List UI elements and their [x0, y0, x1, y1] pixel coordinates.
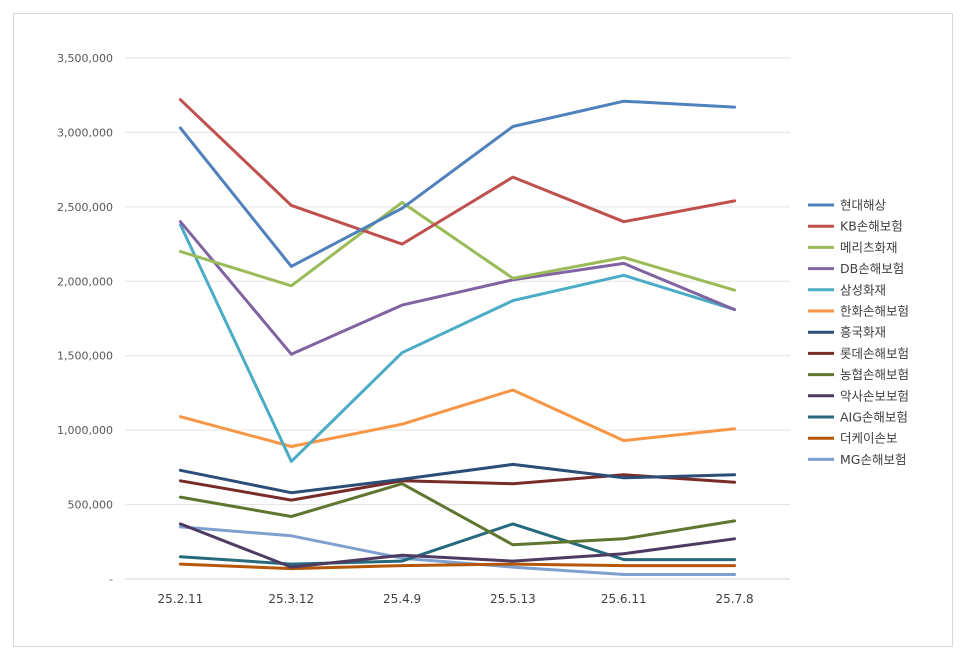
legend-entry: 더케이손보: [840, 431, 898, 446]
legend-entry: 농협손해보험: [840, 367, 909, 382]
legend-entry: MG손해보험: [840, 452, 906, 467]
series-line-8: [178, 482, 737, 547]
series-line-1: [178, 98, 737, 246]
legend-entry: KB손해보험: [840, 219, 903, 234]
series-line-5: [178, 388, 737, 448]
legend-entry: AIG손해보험: [840, 410, 908, 425]
series-line-6: [178, 462, 737, 495]
x-tick-label: 25.5.13: [490, 592, 536, 606]
y-tick-label: 3,500,000: [57, 52, 113, 65]
y-tick-label: 2,000,000: [57, 275, 113, 288]
y-tick-label: 500,000: [68, 499, 114, 512]
x-tick-label: 25.2.11: [158, 592, 204, 606]
series-line-3: [178, 220, 737, 356]
x-axis-ticks: 25.2.11 25.3.12 25.4.9 25.5.13 25.6.11 25.7.8: [158, 592, 754, 606]
x-tick-label: 25.4.9: [383, 592, 421, 606]
legend-entry: 삼성화재: [840, 282, 886, 297]
series-line-4: [178, 223, 737, 463]
y-tick-label: 1,000,000: [57, 424, 113, 437]
series-line-0: [178, 99, 737, 268]
y-axis-ticks: - 500,000 1,000,000 1,500,000 2,000,000 2,500…: [57, 52, 113, 586]
chart-frame: [13, 13, 953, 647]
gridlines: [125, 57, 790, 580]
series-line-10: [178, 522, 737, 566]
x-tick-label: 25.6.11: [601, 592, 647, 606]
legend-entry: DB손해보험: [840, 261, 904, 276]
legend-entry: 악사손보보험: [840, 388, 909, 403]
legend-entry: 한화손해보험: [840, 304, 909, 319]
legend-entry: 메리츠화재: [840, 240, 898, 255]
y-tick-label: -: [109, 573, 113, 586]
series-line-12: [178, 525, 737, 576]
legend-entry: 롯데손해보험: [840, 346, 909, 361]
series-line-2: [178, 200, 737, 292]
x-tick-label: 25.3.12: [268, 592, 314, 606]
legend-entry: 현대해상: [840, 198, 887, 213]
y-tick-label: 3,000,000: [57, 126, 113, 139]
y-tick-label: 2,500,000: [57, 201, 113, 214]
legend-entry: 흥국화재: [840, 325, 886, 340]
series-lines: [178, 98, 737, 576]
y-tick-label: 1,500,000: [57, 350, 113, 363]
x-tick-label: 25.7.8: [715, 592, 753, 606]
series-line-11: [178, 562, 737, 571]
series-line-9: [178, 522, 737, 569]
